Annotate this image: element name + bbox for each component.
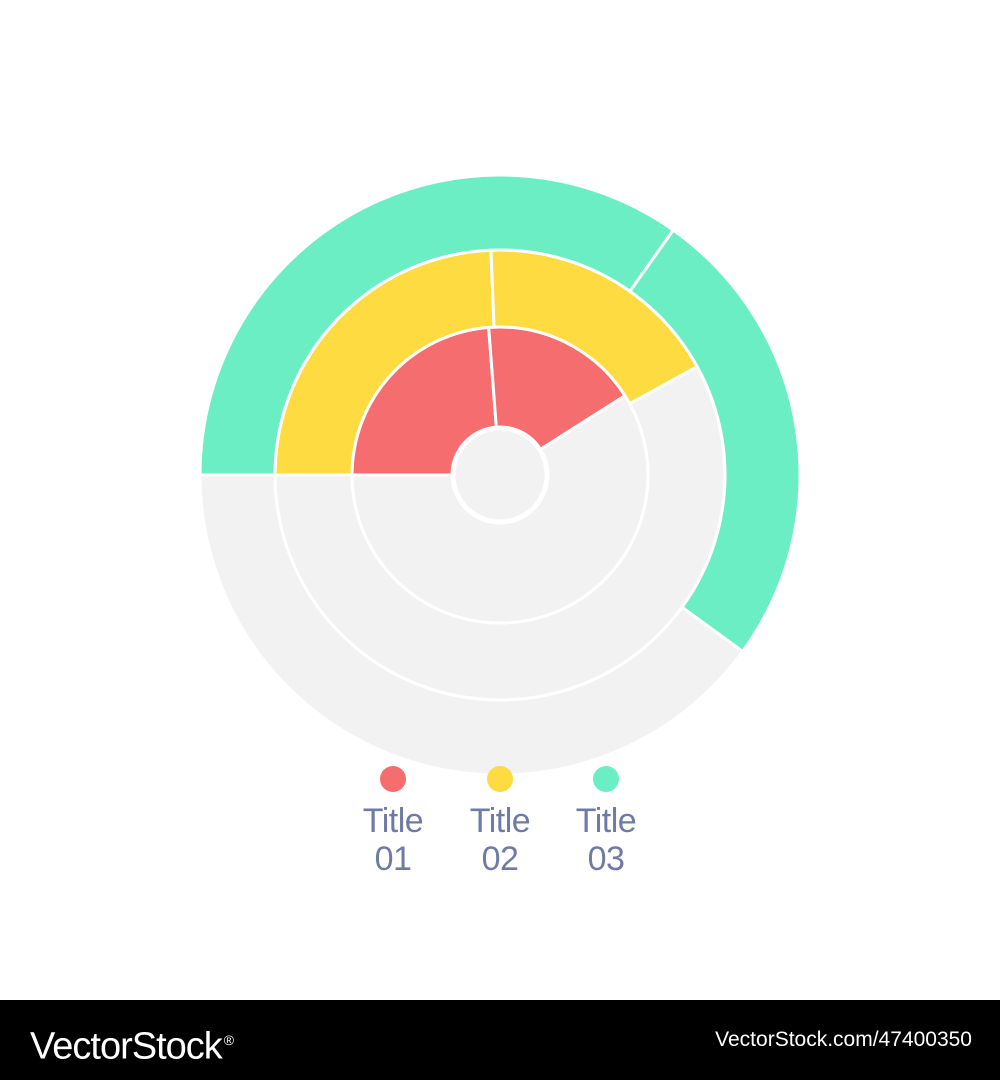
legend-number-01: 01 (374, 840, 412, 878)
ring-bar-3-segment-2 (628, 228, 802, 653)
legend: Title 01 Title 02 Title 03 (340, 766, 660, 886)
legend-dot-red (380, 766, 406, 792)
legend-number-03: 03 (587, 840, 625, 878)
watermark-brand-text: VectorStock (30, 1025, 223, 1068)
radial-bar-chart (198, 173, 802, 777)
watermark-footer: VectorStock ® VectorStock.com/47400350 (0, 1000, 1000, 1080)
watermark-brand-mark: ® (223, 1032, 234, 1048)
legend-title-02: Title (469, 802, 531, 840)
ring-bar-3-segment-1 (198, 173, 675, 477)
center-hub (452, 427, 548, 523)
legend-label-title-03: Title 03 (553, 802, 659, 878)
legend-label-title-02: Title 02 (447, 802, 553, 878)
watermark-image-id: VectorStock.com/47400350 (715, 1028, 972, 1051)
legend-item-title-02: Title 02 (447, 766, 553, 878)
legend-number-02: 02 (481, 840, 519, 878)
legend-dot-green (593, 766, 619, 792)
watermark-brand: VectorStock ® (30, 1018, 234, 1069)
legend-item-title-01: Title 01 (340, 766, 446, 878)
legend-title-01: Title (362, 802, 424, 840)
legend-title-03: Title (575, 802, 637, 840)
legend-dot-yellow (487, 766, 513, 792)
legend-label-title-01: Title 01 (340, 802, 446, 878)
legend-item-title-03: Title 03 (553, 766, 659, 878)
